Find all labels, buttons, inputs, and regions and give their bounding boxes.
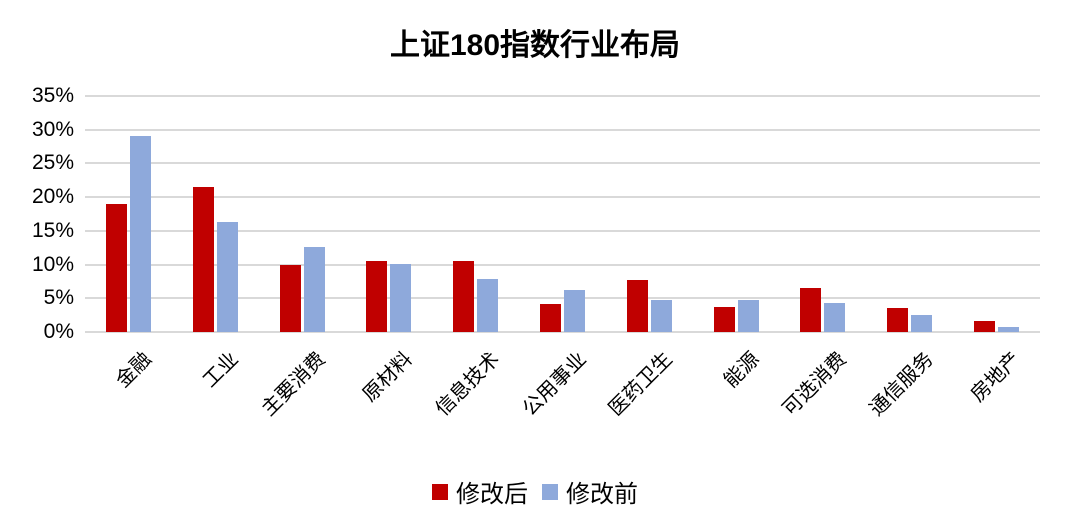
y-tick-label: 5% — [43, 286, 74, 310]
y-tick-label: 35% — [31, 84, 74, 107]
bar-修改前-原材料 — [390, 264, 411, 332]
x-category-label: 原材料 — [358, 348, 417, 407]
plot-area — [85, 95, 1040, 333]
bar-修改前-房地产 — [998, 327, 1019, 332]
x-category-label: 能源 — [719, 348, 764, 393]
y-tick-label: 0% — [43, 320, 74, 343]
legend-label: 修改后 — [456, 481, 528, 508]
bar-修改前-工业 — [217, 222, 238, 332]
legend-swatch-icon — [542, 483, 558, 500]
legend-item: 修改后 — [432, 474, 528, 509]
bar-修改前-公用事业 — [564, 290, 585, 332]
bar-修改前-信息技术 — [477, 279, 498, 332]
gridline — [85, 162, 1040, 164]
legend-swatch-icon — [432, 483, 448, 500]
bar-修改前-通信服务 — [911, 315, 932, 332]
x-category-label: 可选消费 — [778, 348, 851, 421]
y-tick-label: 30% — [31, 117, 74, 141]
legend-label: 修改前 — [566, 481, 638, 508]
x-category-label: 医药卫生 — [604, 348, 677, 421]
bar-修改后-房地产 — [974, 321, 995, 332]
x-category-label: 通信服务 — [865, 348, 938, 421]
bar-修改后-工业 — [193, 187, 214, 332]
bar-修改前-主要消费 — [304, 247, 325, 332]
bar-修改后-医药卫生 — [627, 280, 648, 332]
gridline — [85, 230, 1040, 232]
gridline — [85, 297, 1040, 299]
bar-修改前-金融 — [130, 136, 151, 332]
bar-修改后-信息技术 — [453, 261, 474, 332]
legend: 修改后 修改前 — [0, 474, 1070, 509]
bar-修改后-原材料 — [366, 261, 387, 332]
gridline — [85, 129, 1040, 131]
bar-修改前-可选消费 — [824, 303, 845, 332]
bar-修改前-医药卫生 — [651, 300, 672, 332]
y-tick-label: 15% — [31, 218, 74, 242]
x-category-label: 信息技术 — [431, 348, 504, 421]
bar-修改后-主要消费 — [280, 265, 301, 332]
legend-item: 修改前 — [542, 474, 638, 509]
chart-title: 上证180指数行业布局 — [389, 29, 681, 62]
y-tick-label: 10% — [31, 252, 74, 276]
bar-修改后-公用事业 — [540, 304, 561, 332]
gridline — [85, 196, 1040, 198]
bar-修改后-可选消费 — [800, 288, 821, 332]
y-tick-label: 25% — [31, 151, 74, 175]
x-category-label: 主要消费 — [257, 348, 330, 421]
gridline — [85, 264, 1040, 266]
x-category-label: 房地产 — [966, 348, 1025, 407]
y-tick-label: 20% — [31, 185, 74, 209]
bar-修改前-能源 — [738, 300, 759, 332]
x-category-label: 金融 — [111, 348, 156, 393]
x-category-label: 工业 — [198, 348, 243, 393]
y-axis-tick-labels: 35% 30% 25% 20% 15% 10% 5% 0% — [0, 84, 74, 343]
bar-修改后-通信服务 — [887, 308, 908, 332]
gridline — [85, 331, 1040, 333]
x-category-label: 公用事业 — [518, 348, 591, 421]
gridline — [85, 95, 1040, 97]
bar-修改后-金融 — [106, 204, 127, 332]
bar-修改后-能源 — [714, 307, 735, 332]
